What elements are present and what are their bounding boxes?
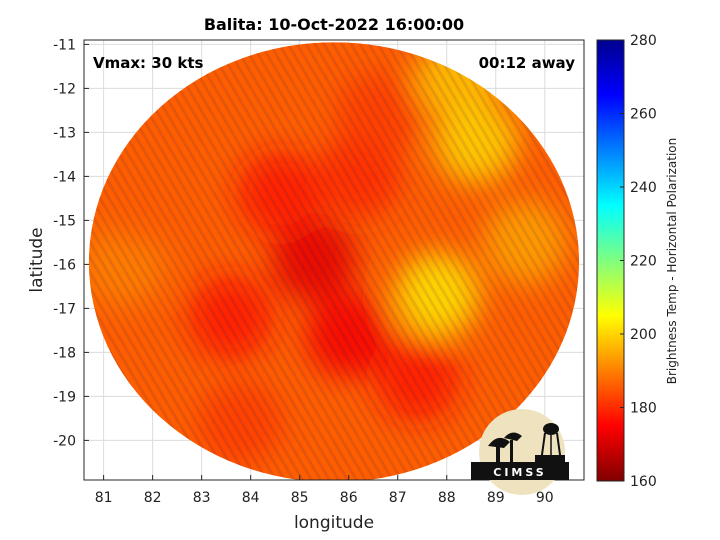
scan-line bbox=[366, 42, 580, 480]
scan-line bbox=[393, 42, 580, 480]
scan-line bbox=[88, 42, 288, 480]
x-ticks: 81 82 83 84 85 86 87 88 89 90 bbox=[95, 475, 554, 506]
swath-feature bbox=[238, 152, 323, 236]
colorbar-tick-label: 240 bbox=[630, 180, 657, 196]
scan-line bbox=[402, 42, 580, 480]
scan-line bbox=[456, 42, 580, 480]
scan-line bbox=[222, 42, 486, 480]
scan-line bbox=[141, 42, 405, 480]
y-tick-label: -15 bbox=[53, 213, 76, 229]
colorbar-tick-label: 160 bbox=[630, 474, 657, 490]
scan-line bbox=[88, 42, 207, 480]
scan-line bbox=[88, 42, 306, 480]
y-tick-label: -16 bbox=[53, 257, 76, 273]
scan-line bbox=[267, 42, 531, 480]
colorbar bbox=[596, 39, 625, 482]
y-tick-label: -20 bbox=[53, 433, 76, 449]
scan-line bbox=[429, 42, 580, 480]
y-tick-label: -12 bbox=[53, 81, 76, 97]
x-tick-label: 89 bbox=[487, 490, 505, 506]
scan-line bbox=[88, 42, 234, 480]
swath-feature bbox=[189, 275, 274, 360]
scan-line bbox=[88, 42, 261, 480]
x-tick-label: 87 bbox=[389, 490, 407, 506]
scan-line bbox=[231, 42, 495, 480]
scan-line bbox=[177, 42, 441, 480]
y-tick-label: -18 bbox=[53, 345, 76, 361]
scan-line bbox=[411, 42, 580, 480]
scan-line bbox=[88, 42, 297, 480]
swath-feature bbox=[272, 218, 357, 302]
vmax-annotation: Vmax: 30 kts bbox=[93, 54, 203, 72]
cimss-logo-text: CIMSS bbox=[493, 466, 546, 479]
scan-line bbox=[186, 42, 450, 480]
colorbar-tick-label: 220 bbox=[630, 254, 657, 270]
swath-feature bbox=[375, 336, 460, 421]
y-tick-label: -13 bbox=[53, 125, 76, 141]
scan-line bbox=[114, 42, 378, 480]
colorbar-tick-label: 260 bbox=[630, 107, 657, 123]
chart-title: Balita: 10-Oct-2022 16:00:00 bbox=[204, 15, 464, 34]
scan-line bbox=[375, 42, 580, 480]
colorbar-tick-label: 180 bbox=[630, 401, 657, 417]
colorbar-ticks: 280 260 240 220 200 180 160 bbox=[620, 33, 657, 490]
x-tick-label: 88 bbox=[438, 490, 456, 506]
swath-feature bbox=[483, 200, 568, 285]
swath-feature bbox=[100, 160, 185, 245]
x-tick-label: 84 bbox=[242, 490, 260, 506]
time-away-annotation: 00:12 away bbox=[479, 54, 576, 72]
scan-line bbox=[88, 42, 270, 480]
swath-feature bbox=[198, 380, 283, 465]
scan-line bbox=[384, 42, 580, 480]
cimss-logo: CIMSS bbox=[471, 409, 569, 495]
x-axis-title: longitude bbox=[294, 513, 374, 533]
y-tick-label: -11 bbox=[53, 37, 76, 53]
swath-feature bbox=[336, 72, 421, 157]
scan-line bbox=[465, 42, 580, 480]
y-ticks: -11 -12 -13 -14 -15 -16 -17 -18 -19 -20 bbox=[53, 37, 89, 449]
colorbar-tick-label: 200 bbox=[630, 327, 657, 343]
scan-line bbox=[249, 42, 513, 480]
colorbar-tick-label: 280 bbox=[630, 33, 657, 49]
swath bbox=[88, 42, 580, 480]
scan-line bbox=[438, 42, 580, 480]
scan-line bbox=[285, 42, 549, 480]
scan-line bbox=[159, 42, 423, 480]
x-tick-label: 81 bbox=[95, 490, 113, 506]
scan-line bbox=[88, 42, 279, 480]
scan-line bbox=[204, 42, 468, 480]
x-tick-label: 83 bbox=[193, 490, 211, 506]
scan-line bbox=[276, 42, 540, 480]
colorbar-title: Brightness Temp - Horizontal Polarizatio… bbox=[665, 138, 679, 385]
y-axis-title: latitude bbox=[27, 227, 47, 292]
scan-line bbox=[168, 42, 432, 480]
x-tick-label: 82 bbox=[144, 490, 162, 506]
scan-line bbox=[123, 42, 387, 480]
x-tick-label: 90 bbox=[536, 490, 554, 506]
scan-line bbox=[195, 42, 459, 480]
y-tick-label: -14 bbox=[53, 169, 76, 185]
scan-line bbox=[213, 42, 477, 480]
y-tick-label: -17 bbox=[53, 301, 76, 317]
scan-line bbox=[294, 42, 558, 480]
y-tick-label: -19 bbox=[53, 389, 76, 405]
swath-feature bbox=[394, 253, 479, 338]
plot-frame bbox=[83, 39, 585, 481]
scan-line bbox=[447, 42, 580, 480]
scan-line bbox=[88, 42, 252, 480]
scan-line bbox=[258, 42, 522, 480]
scan-line bbox=[88, 42, 99, 480]
x-tick-label: 86 bbox=[340, 490, 358, 506]
swath-feature bbox=[306, 292, 391, 377]
scan-line bbox=[150, 42, 414, 480]
scan-line bbox=[88, 42, 216, 480]
x-tick-label: 85 bbox=[291, 490, 309, 506]
scan-line bbox=[88, 42, 198, 480]
scan-line bbox=[132, 42, 396, 480]
scan-line bbox=[240, 42, 504, 480]
scan-line bbox=[88, 42, 225, 480]
scan-line bbox=[420, 42, 580, 480]
scan-line bbox=[88, 42, 243, 480]
